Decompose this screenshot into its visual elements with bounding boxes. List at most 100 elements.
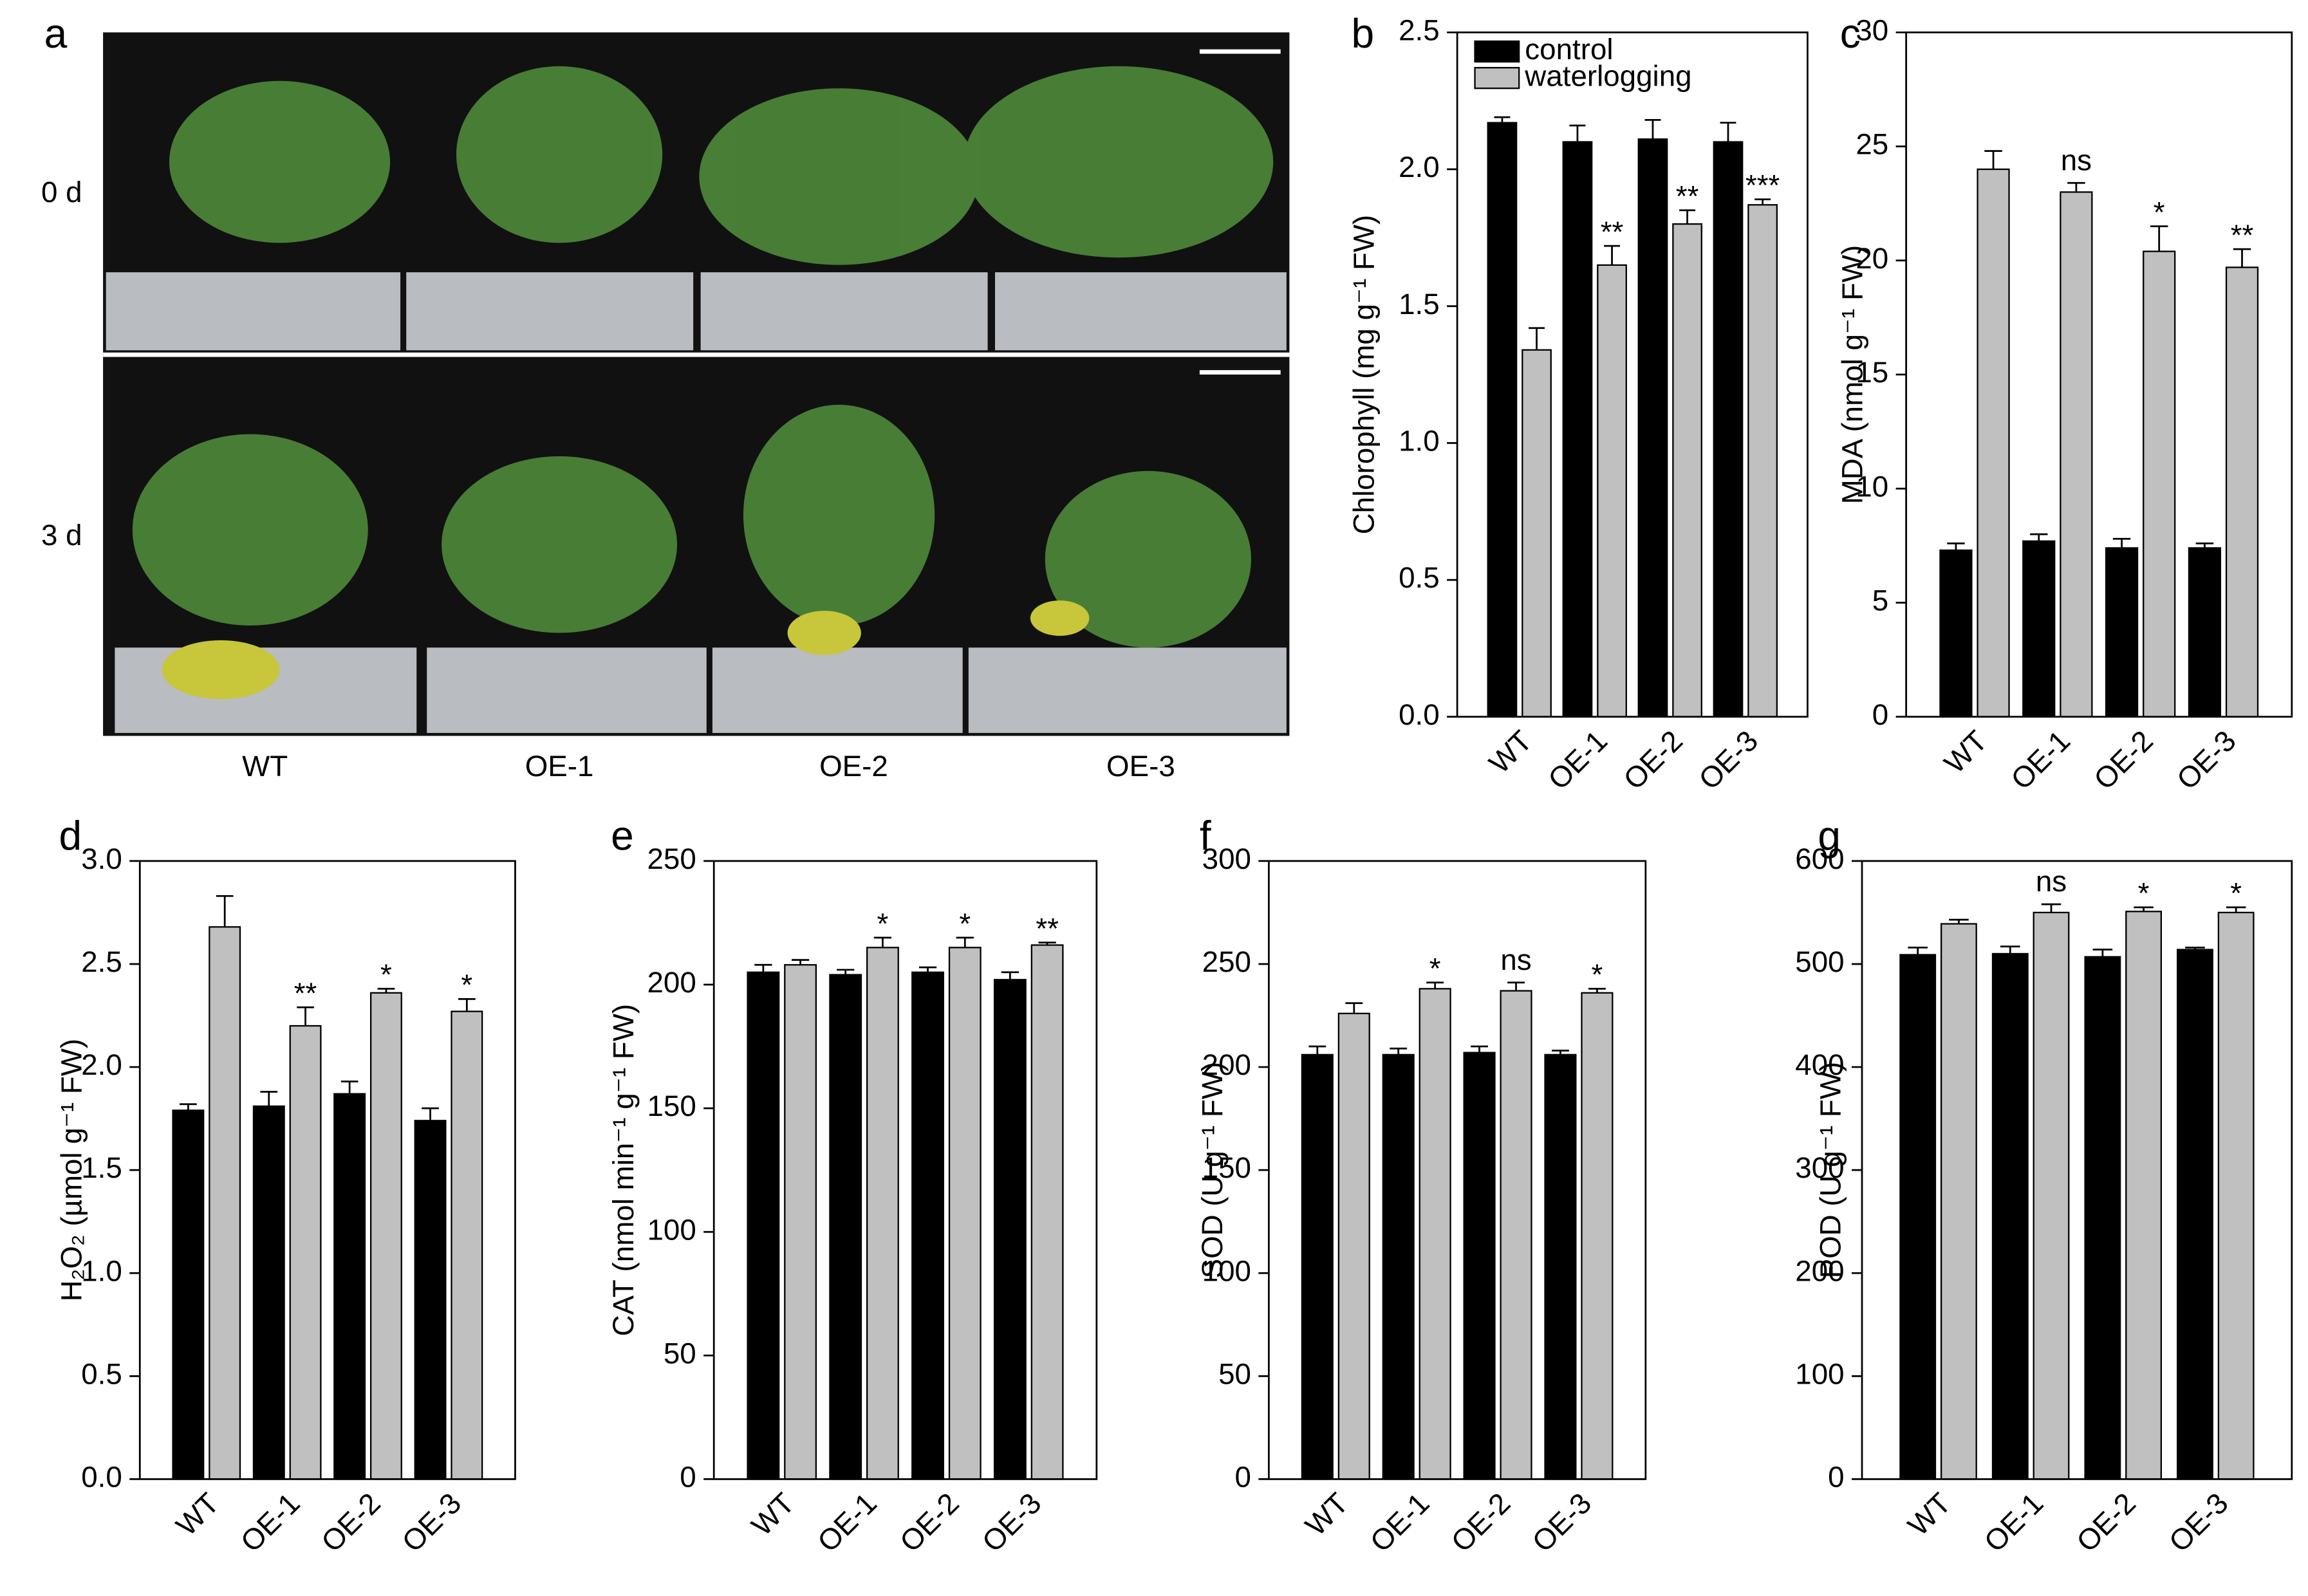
significance-label: *	[2138, 877, 2150, 910]
y-tick-label: 200	[1795, 1254, 1844, 1287]
y-tick-label: 2.5	[1399, 14, 1440, 46]
y-tick-label: 1.0	[1399, 424, 1440, 457]
bar	[1672, 223, 1702, 718]
error-bar	[1754, 198, 1771, 205]
bar	[369, 992, 402, 1480]
bar	[2022, 540, 2056, 718]
significance-label: **	[2231, 219, 2254, 252]
significance-label: *	[2154, 196, 2165, 228]
y-axis-label: MDA (nmol g⁻¹ FW)	[1836, 245, 1869, 505]
y-tick-label: 2.0	[1399, 151, 1440, 183]
bar	[172, 1109, 205, 1480]
error-bar	[1679, 209, 1696, 225]
error-bar	[754, 963, 772, 972]
column-label: OE-1	[525, 750, 594, 783]
error-bar	[1569, 124, 1586, 142]
panel-label: g	[1818, 812, 1841, 858]
error-bar	[2195, 542, 2214, 548]
y-tick-label: 200	[647, 966, 696, 999]
bar	[1899, 954, 1937, 1480]
error-bar	[873, 936, 892, 948]
significance-label: *	[461, 969, 472, 1001]
error-bar	[1308, 1045, 1326, 1055]
significance-label: *	[959, 907, 971, 940]
error-bar	[1471, 1045, 1488, 1053]
error-bar	[1604, 245, 1621, 265]
y-axis-label: H₂O₂ (µmol g⁻¹ FW)	[55, 1039, 88, 1301]
bar	[1463, 1052, 1496, 1480]
significance-label: *	[2230, 877, 2242, 910]
bar	[1562, 141, 1593, 718]
error-bar	[2150, 225, 2168, 252]
bar	[1419, 988, 1451, 1480]
y-tick-label: 1.0	[81, 1254, 122, 1287]
bar	[1382, 1053, 1415, 1480]
error-bar	[1949, 918, 1969, 924]
chart: d H₂O₂ (µmol g⁻¹ FW) 0.0 0.5 1.0 1.5 2.0 2.5 3.0…	[55, 812, 516, 1559]
y-tick-label: 0	[1872, 698, 1888, 731]
y-tick-label: 0.5	[81, 1357, 122, 1390]
significance-label: *	[877, 907, 889, 940]
y-tick-label: 400	[1795, 1048, 1844, 1081]
error-bar	[297, 1006, 314, 1026]
significance-label: ***	[1745, 169, 1780, 202]
y-tick-label: 30	[1856, 14, 1888, 46]
bar	[1637, 138, 1668, 718]
bar	[333, 1093, 366, 1480]
error-bar	[2233, 248, 2251, 268]
y-tick-label: 0.0	[81, 1460, 122, 1493]
plot-frame	[1905, 31, 2293, 718]
row-label: 3 d	[41, 519, 82, 552]
row-label: 0 d	[41, 176, 82, 209]
bar	[784, 964, 817, 1480]
error-bar	[1038, 942, 1056, 945]
bar	[829, 974, 862, 1480]
bar	[2084, 956, 2121, 1480]
error-bar	[1644, 119, 1661, 140]
error-bar	[1552, 1050, 1569, 1055]
y-tick-label: 0	[1235, 1460, 1251, 1493]
error-bar	[1345, 1002, 1363, 1014]
error-bar	[180, 1103, 197, 1111]
error-bar	[2030, 533, 2048, 541]
significance-label: **	[1036, 912, 1059, 945]
bar	[252, 1105, 285, 1480]
y-axis-label: POD (U g⁻¹ FW)	[1814, 1062, 1847, 1279]
bar	[209, 926, 241, 1480]
column-label: WT	[242, 750, 288, 783]
y-tick-label: 2.0	[81, 1048, 122, 1081]
error-bar	[1947, 542, 1965, 550]
error-bar	[1494, 116, 1511, 123]
y-tick-label: 100	[647, 1213, 696, 1246]
y-tick-label: 250	[1202, 945, 1251, 978]
error-bar	[1001, 971, 1019, 980]
y-tick-label: 25	[1856, 128, 1888, 161]
y-tick-label: 0.0	[1399, 698, 1440, 731]
significance-label: ns	[2036, 865, 2067, 898]
legend-swatch	[1474, 67, 1520, 89]
bar	[2177, 949, 2213, 1480]
error-bar	[2226, 906, 2246, 913]
error-bar	[2041, 903, 2061, 913]
panel-label: b	[1351, 10, 1374, 57]
error-bar	[2092, 949, 2113, 957]
y-tick-label: 50	[664, 1337, 696, 1369]
y-axis-label: SOD (U g⁻¹ FW)	[1196, 1062, 1229, 1279]
plants	[132, 66, 1274, 648]
y-tick-label: 150	[647, 1090, 696, 1122]
yellow-leaves	[162, 600, 1090, 700]
bar	[866, 947, 899, 1480]
foam-blocks	[106, 272, 1287, 733]
bar	[1337, 1012, 1370, 1480]
photo-panel: a 0 d 3 d WT OE-1 OE-2 OE-3	[41, 10, 1290, 783]
y-tick-label: 5	[1872, 584, 1888, 617]
bar	[2143, 250, 2176, 718]
panel-label: c	[1840, 10, 1861, 57]
error-bar	[956, 936, 974, 948]
error-bar	[340, 1081, 358, 1094]
bar	[1597, 264, 1627, 718]
column-label: OE-3	[1106, 750, 1175, 783]
